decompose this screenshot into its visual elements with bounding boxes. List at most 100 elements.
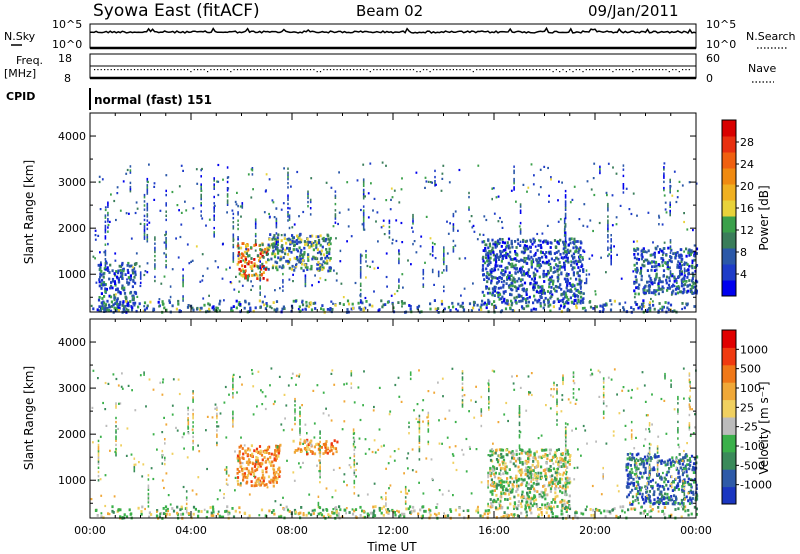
data-cell — [658, 276, 661, 280]
data-cell — [270, 452, 273, 456]
data-cell — [165, 210, 167, 213]
data-cell — [690, 249, 693, 253]
data-cell — [514, 285, 517, 289]
data-cell — [377, 266, 379, 269]
data-cell — [257, 465, 260, 469]
data-cell — [268, 452, 271, 455]
data-cell — [274, 237, 277, 241]
data-cell — [200, 197, 202, 201]
data-cell — [259, 291, 261, 294]
data-cell — [666, 492, 669, 496]
data-cell — [143, 227, 146, 230]
data-cell — [649, 308, 652, 312]
data-cell — [461, 301, 464, 305]
data-cell — [693, 291, 696, 295]
data-cell — [294, 412, 296, 415]
nave-dot — [515, 69, 518, 71]
data-cell — [102, 281, 106, 284]
data-cell — [582, 301, 585, 304]
data-cell — [486, 251, 489, 255]
data-cell — [499, 216, 501, 220]
data-cell — [695, 264, 699, 267]
data-cell — [319, 277, 322, 280]
data-cell — [549, 487, 553, 491]
data-cell — [680, 498, 683, 502]
data-cell — [519, 240, 522, 243]
data-cell — [362, 197, 365, 200]
data-cell — [683, 220, 685, 224]
data-cell — [368, 303, 371, 307]
nave-dot — [585, 69, 587, 71]
data-cell — [104, 216, 107, 219]
data-cell — [334, 194, 337, 197]
data-cell — [494, 243, 497, 247]
data-cell — [577, 274, 580, 277]
data-cell — [171, 507, 174, 510]
data-cell — [452, 229, 455, 232]
data-cell — [108, 220, 111, 223]
data-cell — [294, 408, 296, 411]
data-cell — [669, 241, 672, 244]
data-cell — [518, 413, 521, 416]
data-cell — [275, 470, 278, 474]
data-cell — [681, 501, 684, 505]
data-cell — [284, 248, 287, 252]
data-cell — [398, 515, 401, 519]
nave-dot — [100, 69, 102, 71]
data-cell — [307, 194, 309, 198]
data-cell — [496, 242, 499, 246]
data-cell — [680, 278, 683, 282]
data-cell — [352, 428, 355, 431]
data-cell — [424, 186, 426, 189]
data-cell — [247, 469, 250, 473]
data-cell — [689, 251, 692, 255]
data-cell — [253, 465, 257, 468]
data-cell — [521, 449, 524, 452]
data-cell — [497, 293, 500, 297]
data-cell — [200, 202, 202, 205]
data-cell — [653, 255, 656, 259]
data-cell — [306, 448, 308, 451]
data-cell — [536, 474, 540, 478]
data-cell — [314, 307, 317, 310]
data-cell — [520, 505, 523, 509]
data-cell — [609, 308, 613, 312]
data-cell — [569, 277, 572, 280]
data-cell — [561, 503, 564, 507]
data-cell — [550, 295, 553, 298]
data-cell — [226, 193, 229, 196]
data-cell — [627, 474, 630, 477]
data-cell — [288, 207, 291, 210]
data-cell — [567, 298, 570, 301]
data-cell — [554, 246, 558, 249]
plot-title: Syowa East (fitACF) — [93, 1, 260, 21]
data-cell — [641, 255, 644, 259]
data-cell — [578, 218, 581, 221]
data-cell — [257, 477, 260, 481]
data-cell — [431, 248, 434, 251]
data-cell — [433, 299, 436, 302]
data-cell — [388, 236, 391, 239]
data-cell — [271, 243, 274, 247]
data-cell — [269, 305, 272, 309]
data-cell — [650, 279, 653, 282]
data-cell — [539, 289, 542, 293]
data-cell — [286, 238, 289, 241]
data-cell — [278, 249, 281, 253]
data-cell — [607, 248, 609, 251]
data-cell — [564, 223, 567, 226]
data-cell — [182, 299, 184, 302]
data-cell — [626, 495, 629, 499]
data-cell — [165, 512, 168, 516]
data-cell — [554, 471, 557, 474]
data-cell — [388, 232, 391, 235]
data-cell — [676, 291, 679, 295]
data-cell — [135, 309, 138, 313]
data-cell — [635, 303, 638, 306]
data-cell — [398, 280, 400, 283]
data-cell — [421, 514, 424, 518]
data-cell — [232, 260, 235, 263]
nave-dot — [293, 69, 295, 71]
data-cell — [627, 485, 630, 489]
data-cell — [287, 219, 289, 222]
